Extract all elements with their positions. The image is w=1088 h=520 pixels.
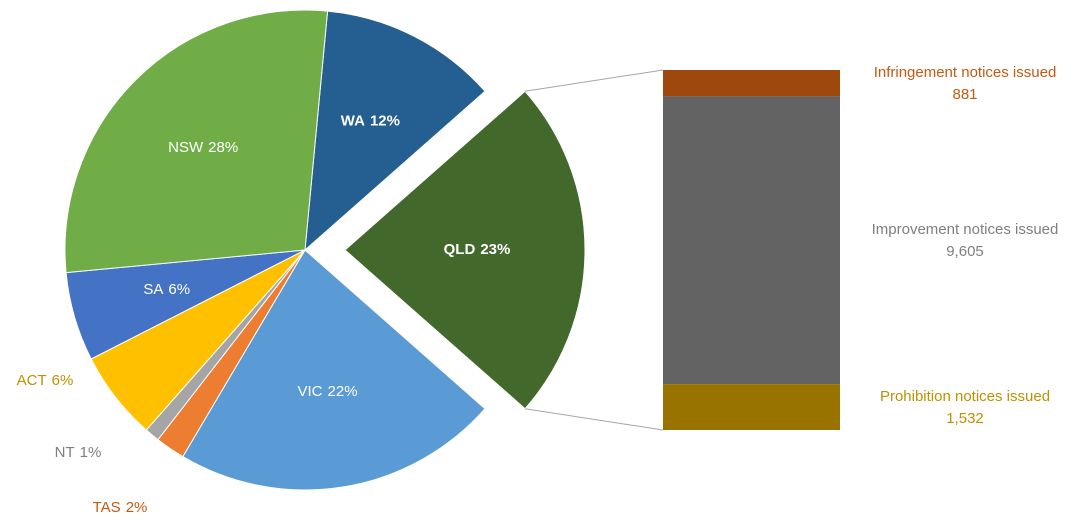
slice-name: VIC xyxy=(298,383,323,400)
slice-value: 28% xyxy=(208,139,238,156)
slice-name: TAS xyxy=(93,499,121,516)
pie-slice xyxy=(344,90,586,410)
slice-value: 23% xyxy=(480,241,510,258)
slice-label: NT 1% xyxy=(55,444,102,461)
slice-label: VIC 22% xyxy=(298,383,358,400)
segment-value: 881 xyxy=(952,86,977,103)
slice-name: ACT xyxy=(17,372,47,389)
segment-name: Infringement notices issued xyxy=(874,64,1057,81)
slice-label: SA 6% xyxy=(143,281,190,298)
pie-slice xyxy=(304,10,486,252)
slice-name: QLD xyxy=(444,241,476,258)
connector-line xyxy=(524,408,664,431)
segment-value: 1,532 xyxy=(946,410,984,427)
pie-slice xyxy=(182,249,486,491)
slice-name: WA xyxy=(341,113,365,130)
connector-line xyxy=(524,69,664,92)
bar-segment xyxy=(663,96,840,385)
slice-value: 22% xyxy=(328,383,358,400)
slice-label: NSW 28% xyxy=(168,139,238,156)
bar-segment xyxy=(663,70,840,97)
bar-segment xyxy=(663,384,840,430)
slice-value: 6% xyxy=(168,281,190,298)
slice-value: 1% xyxy=(80,444,102,461)
slice-name: NT xyxy=(55,444,75,461)
segment-name: Improvement notices issued xyxy=(872,221,1059,238)
slice-label: QLD 23% xyxy=(444,241,511,258)
pie-slice xyxy=(64,9,329,274)
slice-name: NSW xyxy=(168,139,204,156)
segment-name: Prohibition notices issued xyxy=(880,388,1050,405)
segment-value: 9,605 xyxy=(946,243,984,260)
slice-value: 2% xyxy=(126,499,148,516)
slice-label: TAS 2% xyxy=(93,499,148,516)
slice-label: ACT 6% xyxy=(17,372,74,389)
slice-value: 6% xyxy=(52,372,74,389)
slice-value: 12% xyxy=(370,113,400,130)
slice-label: WA 12% xyxy=(341,113,400,130)
slice-name: SA xyxy=(143,281,163,298)
